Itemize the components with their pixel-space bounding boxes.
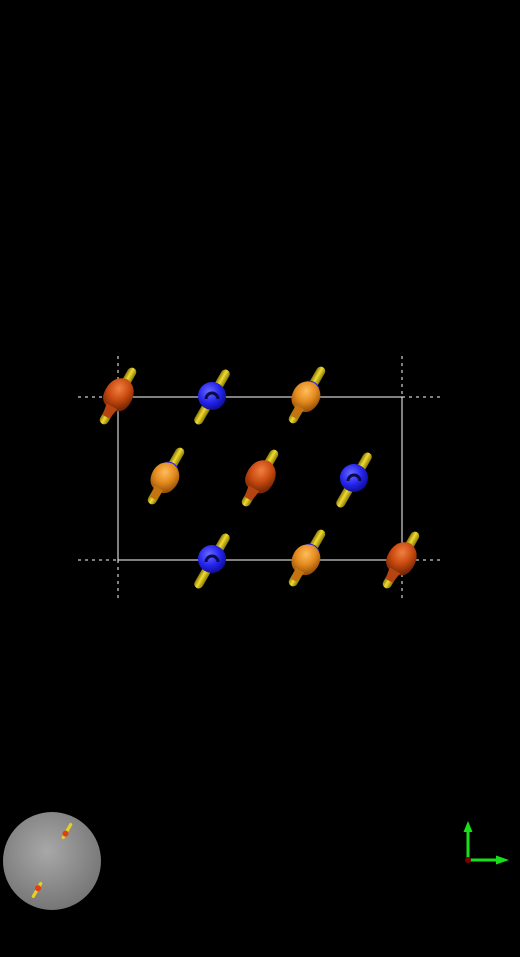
molecule-red-top-left[interactable] xyxy=(90,361,146,430)
molecule-layer xyxy=(90,360,429,594)
y-axis-arrow-icon xyxy=(463,821,473,860)
x-axis-arrow-icon xyxy=(468,855,509,865)
molecule-orange-top-2[interactable] xyxy=(279,360,335,429)
molecule-red-bottom-right[interactable] xyxy=(373,525,429,594)
molecule-orange-mid-1[interactable] xyxy=(138,441,194,510)
orientation-sphere[interactable] xyxy=(3,812,101,910)
axis-origin xyxy=(465,857,471,863)
blue-ring-mid-3 xyxy=(340,464,368,492)
unit-cell-box xyxy=(117,396,403,561)
spin-marker-icon xyxy=(31,822,73,899)
axis-gizmo xyxy=(463,821,509,865)
blue-ring-bottom-1 xyxy=(198,545,226,573)
blue-ring-top-1 xyxy=(198,382,226,410)
molecule-red-mid-2[interactable] xyxy=(232,443,288,512)
molecule-orange-bottom-2[interactable] xyxy=(279,523,335,592)
